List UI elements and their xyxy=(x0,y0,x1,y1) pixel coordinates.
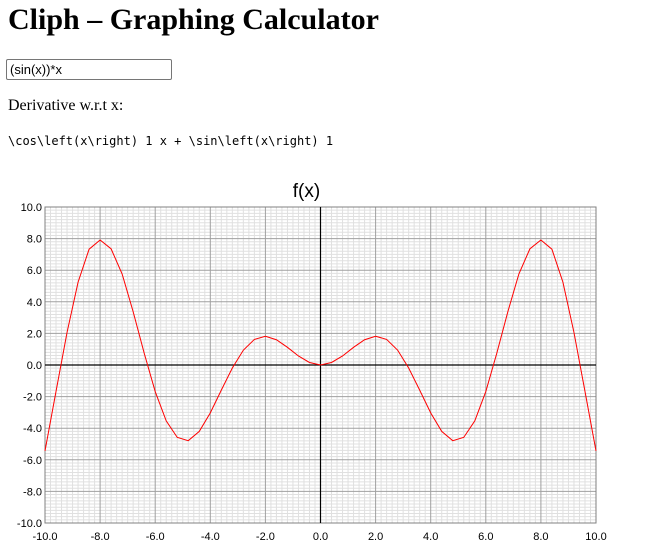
y-tick-label: 2.0 xyxy=(27,328,42,340)
x-tick-label: 8.0 xyxy=(533,531,548,543)
y-tick-label: 8.0 xyxy=(27,234,42,246)
y-tick-labels: -10.0 -8.0 -6.0 -4.0 -2.0 0.0 2.0 4.0 6.0 8.0 10.0 xyxy=(17,202,42,530)
y-tick-label: -4.0 xyxy=(23,423,42,435)
x-tick-label: -6.0 xyxy=(146,531,165,543)
y-tick-label: -8.0 xyxy=(23,486,42,498)
x-tick-label: 4.0 xyxy=(423,531,438,543)
x-tick-label: -4.0 xyxy=(201,531,220,543)
y-tick-label: -2.0 xyxy=(23,392,42,404)
x-tick-label: -8.0 xyxy=(91,531,110,543)
y-tick-label: -6.0 xyxy=(23,455,42,467)
y-tick-label: 0.0 xyxy=(27,360,42,372)
y-tick-label: 4.0 xyxy=(27,297,42,309)
chart-title: f(x) xyxy=(293,181,320,202)
y-tick-label: 10.0 xyxy=(21,202,42,214)
x-tick-label: -10.0 xyxy=(32,531,57,543)
x-tick-label: 10.0 xyxy=(585,531,606,543)
y-tick-label: -10.0 xyxy=(17,518,42,530)
x-tick-label: -2.0 xyxy=(256,531,275,543)
derivative-output: \cos\left(x\right) 1 x + \sin\left(x\rig… xyxy=(8,134,334,148)
derivative-label: Derivative w.r.t x: xyxy=(8,97,124,114)
expression-input[interactable] xyxy=(6,59,172,80)
x-tick-labels: -10.0 -8.0 -6.0 -4.0 -2.0 0.0 2.0 4.0 6.0 8.0 10.0 xyxy=(32,531,606,543)
x-tick-label: 0.0 xyxy=(313,531,328,543)
page-title: Cliph – Graphing Calculator xyxy=(8,3,379,36)
function-curve xyxy=(44,239,597,452)
x-tick-label: 6.0 xyxy=(478,531,493,543)
x-tick-label: 2.0 xyxy=(368,531,383,543)
function-plot[interactable]: f(x) -10.0 -8.0 -6.0 -4.0 -2.0 0.0 2.0 4.0 6.0 8.… xyxy=(0,170,654,550)
y-tick-label: 6.0 xyxy=(27,265,42,277)
